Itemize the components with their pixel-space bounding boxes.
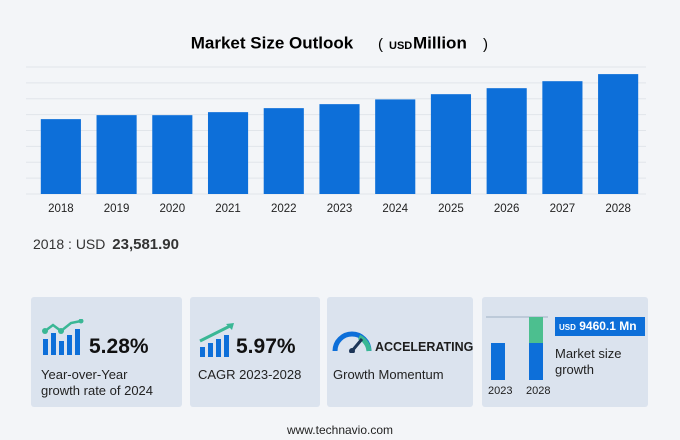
- x-tick-label: 2027: [550, 203, 576, 215]
- card: ACCELERATING Growth Momentum: [327, 297, 473, 407]
- subtitle-part: USD: [389, 40, 412, 52]
- bar: [263, 108, 304, 194]
- card-value: ACCELERATING: [375, 340, 474, 354]
- subtitle-part: Million: [413, 33, 467, 52]
- card-value: 5.97%: [236, 335, 296, 358]
- x-tick-label: 2024: [382, 203, 408, 215]
- growth-icon: [42, 319, 84, 355]
- card: 5.28% Year-over-Year growth rate of 2024: [31, 297, 182, 407]
- bar: [319, 104, 360, 194]
- badge-value: 9460.1 Mn: [579, 319, 637, 333]
- bar: [96, 115, 137, 194]
- bar: [598, 74, 639, 194]
- bar: [375, 99, 416, 194]
- x-tick-label: 2025: [438, 203, 464, 215]
- card: 5.97% CAGR 2023-2028: [190, 297, 320, 407]
- cagr-icon: [199, 323, 234, 357]
- subtitle-part: ): [483, 36, 488, 53]
- card: 2023 2028 USD 9460.1 Mn Market size grow…: [482, 297, 648, 407]
- footer: www.technavio.com: [286, 423, 394, 437]
- chart: Market Size Outlook ( USD Million ) 2018…: [26, 33, 646, 215]
- card-label: Market size: [555, 346, 622, 361]
- card-label: growth rate of 2024: [41, 383, 154, 398]
- x-tick-label: 2020: [160, 203, 186, 215]
- highlight: 2018 : USD 23,581.90: [33, 236, 179, 253]
- card-label: growth: [555, 362, 595, 377]
- subtitle-part: (: [378, 36, 383, 53]
- bar: [40, 119, 81, 194]
- bar: [486, 88, 527, 194]
- x-tick-label: 2022: [271, 203, 297, 215]
- card-label: CAGR 2023-2028: [198, 367, 302, 382]
- badge: USD 9460.1 Mn: [555, 317, 645, 336]
- x-tick-label: 2019: [104, 203, 130, 215]
- year-label: 2023: [488, 385, 513, 397]
- chart-title: Market Size Outlook: [191, 33, 354, 52]
- mini-chart: [486, 316, 548, 380]
- gauge-icon: [332, 331, 372, 353]
- card-label: Year-over-Year: [41, 367, 128, 382]
- bar: [152, 115, 193, 194]
- x-tick-label: 2018: [48, 203, 74, 215]
- card-value: 5.28%: [89, 335, 149, 358]
- highlight-value: 23,581.90: [112, 236, 179, 253]
- highlight-label: 2018 : USD: [33, 236, 106, 252]
- bar: [542, 81, 583, 194]
- card-label: Growth Momentum: [333, 367, 444, 382]
- badge-unit: USD: [559, 323, 576, 332]
- x-tick-label: 2023: [327, 203, 353, 215]
- bar: [207, 112, 249, 194]
- year-label: 2028: [526, 385, 551, 397]
- bar: [430, 94, 472, 194]
- x-tick-label: 2026: [494, 203, 520, 215]
- x-tick-label: 2028: [605, 203, 631, 215]
- x-tick-label: 2021: [215, 203, 241, 215]
